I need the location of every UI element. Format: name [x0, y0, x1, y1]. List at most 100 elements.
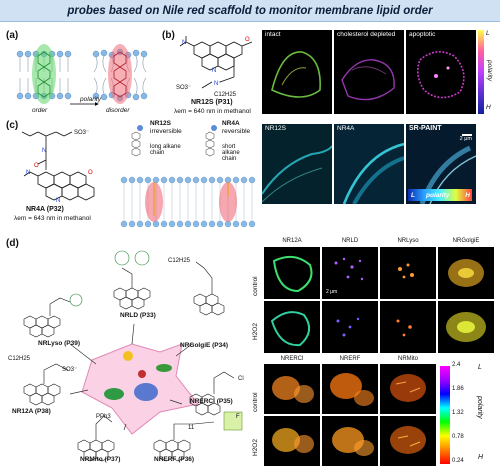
- grid2-col-nrercl: NRERCl: [280, 356, 304, 362]
- d-c12-label-top: C12H25: [168, 258, 191, 264]
- image-apoptotic-label: apoptotic: [409, 31, 436, 38]
- probe-nrerf: NRERF (P36): [154, 456, 195, 463]
- polarity-bar-right: H: [465, 192, 470, 199]
- nr4a-structure: N O SO3⁻ N N O: [21, 130, 95, 204]
- image-nr12s: NR12S: [262, 124, 332, 204]
- sr-paint-scalebar: [462, 134, 472, 136]
- disordered-membrane: [92, 44, 148, 104]
- panel-label-a: (a): [6, 30, 19, 41]
- nr12s-probe-name: NR12S (P31): [191, 99, 233, 106]
- panel-label-c: (c): [6, 120, 19, 131]
- grid2-nrmito-control: [380, 364, 436, 414]
- grid1-nrlyso-control: [380, 247, 436, 299]
- image-intact-label: intact: [265, 31, 281, 38]
- nr12s-lambda: λem = 640 nm in methanol: [174, 108, 251, 115]
- figure-header: probes based on Nile red scaffold to mon…: [0, 0, 500, 22]
- nr4a-probe-name: NR4A (P32): [26, 206, 64, 213]
- image-sr-paint: SR-PAINT 2 μm L polarity H: [406, 124, 476, 204]
- svg-text:O: O: [245, 37, 250, 43]
- grid2-row-control: control: [252, 392, 259, 412]
- probe-nr12a: NR12A (P38): [12, 408, 51, 415]
- probe-nrercl: NRERCl (P35): [190, 398, 233, 405]
- nr12s-binding-title: NR12S: [150, 120, 171, 127]
- panel-d-structures: [23, 250, 243, 462]
- disorder-label: disorder: [106, 107, 130, 114]
- colorbar-bottom-label: H: [478, 454, 484, 461]
- panel-d-colorbar: [440, 366, 450, 464]
- image-cholesterol-label: cholesterol depleted: [337, 31, 396, 38]
- panel-label-d: (d): [6, 238, 19, 249]
- colorbar-tick-2: 1.32: [452, 410, 464, 416]
- grid1-nrld-control: 2 μm: [322, 247, 378, 299]
- polarity-label: polarity: [80, 96, 101, 103]
- panel-b-colorbar-mid: polarity: [486, 60, 493, 81]
- so3-label: SO3⁻: [176, 85, 192, 91]
- image-nr4a-label: NR4A: [337, 125, 355, 132]
- svg-text:SO3⁻: SO3⁻: [74, 130, 89, 136]
- probe-nrlyso: NRLyso (P39): [38, 340, 81, 347]
- panel-b-colorbar: [478, 30, 484, 114]
- svg-text:N: N: [56, 198, 60, 204]
- grid2-col-nrerf: NRERF: [339, 356, 361, 362]
- svg-text:O: O: [88, 170, 93, 176]
- nr4a-chain-label: short alkane chain: [222, 144, 240, 162]
- nr-binding-diagram: [118, 125, 260, 232]
- grid2-nrercl-control: [264, 364, 320, 414]
- sr-paint-scale-text: 2 μm: [459, 136, 472, 142]
- colorbar-mid-label: polarity: [476, 396, 483, 419]
- svg-text:N: N: [212, 68, 216, 74]
- grid1-row-control: control: [252, 276, 259, 296]
- panel-b-colorbar-bottom: H: [486, 104, 491, 111]
- probe-nrmito: NRMito (P37): [80, 456, 121, 463]
- nr12s-binding-sub: irreversible: [150, 128, 182, 135]
- d-so3-label: SO3⁻: [62, 367, 78, 373]
- nr12s-structure: O N N N⁺: [179, 36, 253, 89]
- grid1-nrld-h2o2: [322, 301, 378, 353]
- nr4a-lambda: λem = 643 nm in methanol: [14, 215, 91, 222]
- grid1-col-nrgolgi: NRGolgiE: [452, 238, 480, 244]
- grid2-nrerf-control: [322, 364, 378, 414]
- c12-label: C12H25: [214, 92, 237, 98]
- polarity-bar-mid: polarity: [426, 192, 450, 199]
- image-apoptotic: apoptotic: [406, 30, 476, 114]
- svg-text:N: N: [26, 170, 30, 176]
- polarity-bar-left: L: [411, 192, 415, 199]
- d-n11-label: 11: [188, 425, 195, 431]
- probe-nrgolgi: NRGolgiE (P34): [180, 342, 229, 349]
- panel-label-b: (b): [162, 30, 175, 41]
- grid2-nrercl-h2o2: [264, 416, 320, 466]
- svg-text:N⁺: N⁺: [214, 80, 222, 87]
- order-label: order: [32, 107, 48, 114]
- grid2-col-nrmito: NRMito: [397, 356, 418, 362]
- grid1-col-nr12a: NR12A: [282, 238, 302, 244]
- grid1-scale-text: 2 μm: [326, 289, 338, 295]
- nr12s-chain-label: long alkane chain: [150, 144, 181, 156]
- colorbar-tick-1: 1.86: [452, 386, 464, 392]
- image-sr-paint-label: SR-PAINT: [409, 125, 442, 132]
- image-nr4a: NR4A: [334, 124, 404, 204]
- grid1-row-h2o2: H2O2: [252, 323, 259, 340]
- colorbar-tick-0: 2.4: [452, 362, 461, 368]
- grid1-nr12a-control: [264, 247, 320, 299]
- nr4a-binding-title: NR4A: [222, 120, 240, 127]
- grid1-col-nrlyso: NRLyso: [397, 238, 419, 244]
- grid2-nrmito-h2o2: [380, 416, 436, 466]
- membrane-order-diagram: [16, 44, 148, 106]
- colorbar-tick-4: 0.24: [452, 458, 464, 464]
- image-cholesterol-depleted: cholesterol depleted: [334, 30, 404, 114]
- ordered-membrane: [16, 44, 72, 104]
- grid1-col-nrld: NRLD: [341, 238, 359, 244]
- nr4a-binding-sub: reversible: [222, 128, 251, 135]
- d-cl-label: Cl: [238, 376, 244, 382]
- grid1-nrgolgi-control: [438, 247, 494, 299]
- d-c12-label-bottom: C12H25: [8, 356, 31, 362]
- sr-paint-polarity-bar: [408, 189, 472, 201]
- grid1-nrgolgi-h2o2: [438, 301, 494, 353]
- grid2-nrerf-h2o2: [322, 416, 378, 466]
- svg-text:N: N: [42, 148, 46, 154]
- grid1-nr12a-h2o2: [264, 301, 320, 353]
- d-pph3-label: PPh3: [96, 414, 111, 420]
- colorbar-tick-3: 0.78: [452, 434, 464, 440]
- grid2-row-h2o2: H2O2: [252, 439, 259, 456]
- d-f-label: F: [236, 414, 240, 420]
